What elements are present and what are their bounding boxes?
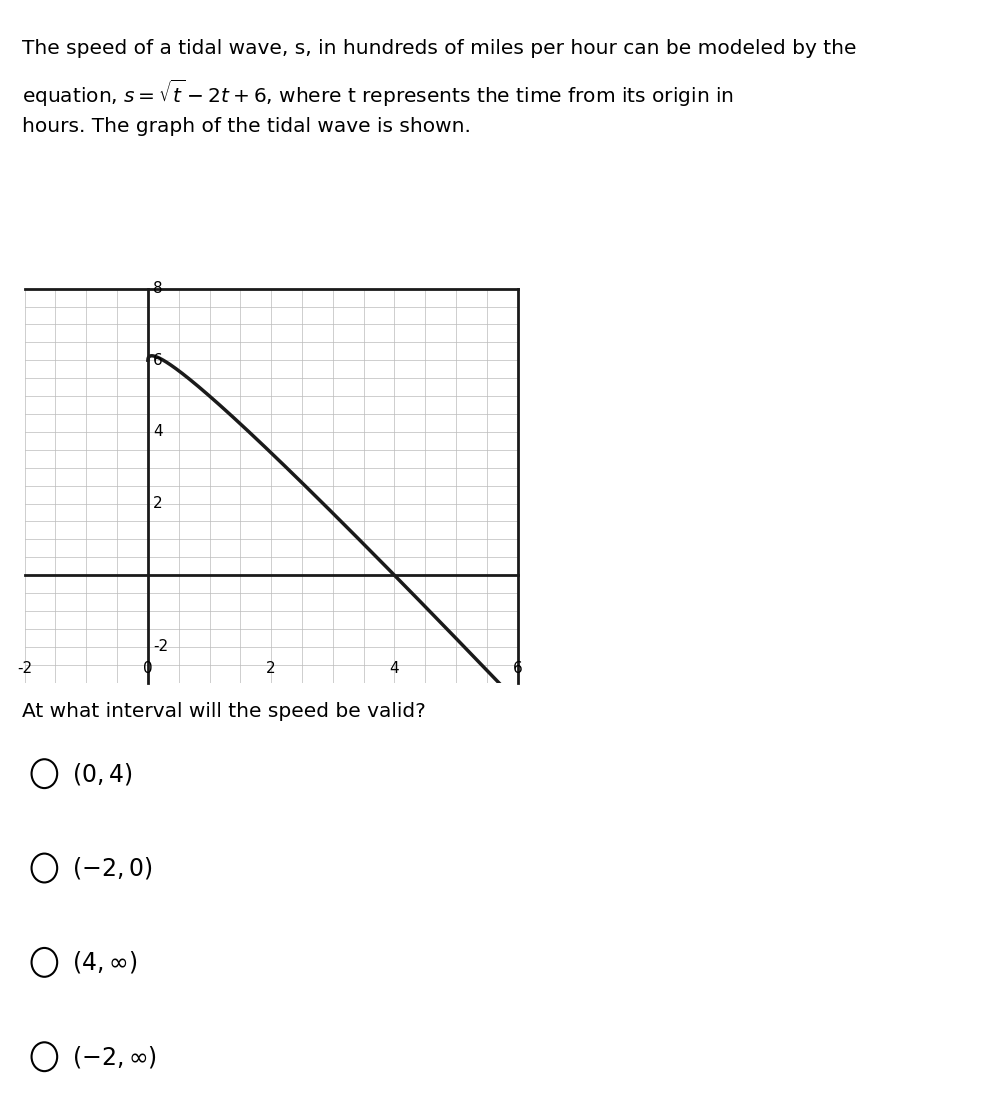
Text: $(0, 4)$: $(0, 4)$ bbox=[72, 760, 132, 787]
Text: -2: -2 bbox=[153, 639, 168, 654]
Text: 6: 6 bbox=[153, 353, 163, 367]
Text: 6: 6 bbox=[513, 662, 523, 676]
Text: 4: 4 bbox=[153, 424, 163, 440]
Text: 2: 2 bbox=[153, 496, 163, 511]
Text: The speed of a tidal wave, s, in hundreds of miles per hour can be modeled by th: The speed of a tidal wave, s, in hundred… bbox=[22, 39, 856, 58]
Text: 4: 4 bbox=[389, 662, 399, 676]
Text: 8: 8 bbox=[153, 281, 163, 296]
Text: $(4, \infty)$: $(4, \infty)$ bbox=[72, 949, 137, 976]
Text: 0: 0 bbox=[143, 662, 153, 676]
Text: equation, $s = \sqrt{t} - 2t + 6$, where t represents the time from its origin i: equation, $s = \sqrt{t} - 2t + 6$, where… bbox=[22, 78, 734, 109]
Text: $(-2, 0)$: $(-2, 0)$ bbox=[72, 855, 152, 881]
Text: -2: -2 bbox=[17, 662, 33, 676]
Text: At what interval will the speed be valid?: At what interval will the speed be valid… bbox=[22, 702, 425, 720]
Text: $(-2, \infty)$: $(-2, \infty)$ bbox=[72, 1043, 157, 1070]
Text: 2: 2 bbox=[266, 662, 276, 676]
Text: hours. The graph of the tidal wave is shown.: hours. The graph of the tidal wave is sh… bbox=[22, 117, 470, 135]
